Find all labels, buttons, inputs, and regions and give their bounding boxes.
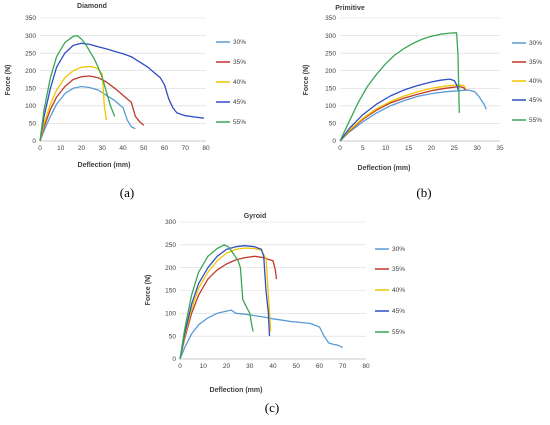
legend-label: 45% (233, 99, 246, 106)
series-line-55pct (339, 32, 460, 142)
x-tick-label: 40 (269, 363, 277, 370)
x-tick-label: 40 (119, 145, 127, 152)
series-line-35pct (339, 85, 467, 142)
panel-caption: (a) (120, 185, 134, 200)
series-line-30pct (39, 85, 136, 142)
y-tick-label: 300 (25, 33, 36, 40)
x-tick-label: 5 (361, 145, 365, 152)
y-tick-label: 100 (25, 103, 36, 110)
y-axis-label: Force (N) (145, 275, 152, 306)
y-tick-label: 150 (25, 85, 36, 92)
y-tick-label: 300 (165, 219, 176, 226)
chart-title: Gyroid (244, 213, 267, 220)
legend-label: 45% (392, 308, 405, 315)
legend-label: 35% (392, 266, 405, 273)
x-tick-label: 25 (451, 145, 459, 152)
x-axis-label: Deflection (mm) (210, 387, 263, 394)
x-tick-label: 80 (362, 363, 370, 370)
x-tick-label: 20 (78, 145, 86, 152)
x-tick-label: 30 (99, 145, 107, 152)
x-axis-label: Deflection (mm) (358, 165, 411, 172)
series-line-45pct (39, 42, 204, 142)
x-tick-label: 15 (405, 145, 413, 152)
y-tick-label: 100 (325, 103, 336, 110)
y-tick-label: 350 (325, 15, 336, 22)
y-tick-label: 300 (325, 33, 336, 40)
chart-title: Primitive (335, 5, 365, 12)
legend-label: 35% (529, 59, 542, 66)
x-tick-label: 70 (182, 145, 190, 152)
y-tick-label: 350 (25, 15, 36, 22)
x-tick-label: 10 (200, 363, 208, 370)
x-tick-label: 60 (316, 363, 324, 370)
chart-diamond: 0 50 100 150 200 250 300 350 0 10 20 30 40 50 60 70 80 Di… (5, 3, 246, 200)
y-tick-label: 0 (332, 138, 336, 145)
y-tick-label: 150 (165, 288, 176, 295)
chart-primitive: 0 50 100 150 200 250 300 350 0 5 10 15 20 25 30 35 Primi… (303, 5, 542, 200)
legend-label: 40% (233, 79, 246, 86)
y-tick-label: 50 (329, 121, 337, 128)
x-tick-label: 10 (57, 145, 65, 152)
series-line-45pct (339, 78, 460, 142)
y-axis-label: Force (N) (5, 65, 12, 96)
x-tick-label: 60 (161, 145, 169, 152)
x-tick-label: 35 (496, 145, 504, 152)
series-line-40pct (339, 84, 467, 142)
x-tick-label: 30 (474, 145, 482, 152)
y-tick-label: 200 (165, 265, 176, 272)
legend-label: 30% (233, 39, 246, 46)
y-tick-label: 150 (325, 85, 336, 92)
legend-label: 55% (233, 119, 246, 126)
series-line-35pct (179, 255, 278, 360)
series-line-30pct (339, 89, 487, 142)
x-tick-label: 70 (339, 363, 347, 370)
legend-label: 40% (529, 78, 542, 85)
legend-label: 45% (529, 97, 542, 104)
x-tick-label: 80 (202, 145, 210, 152)
y-tick-label: 0 (32, 138, 36, 145)
legend-label: 40% (392, 287, 405, 294)
y-axis-label: Force (N) (303, 65, 310, 96)
x-axis-label: Deflection (mm) (78, 162, 131, 169)
y-tick-label: 200 (25, 68, 36, 75)
series-line-30pct (179, 309, 344, 360)
legend-label: 55% (529, 117, 542, 124)
x-tick-label: 30 (246, 363, 254, 370)
panel-caption: (b) (416, 185, 431, 200)
y-tick-label: 100 (165, 311, 176, 318)
series-line-40pct (39, 65, 108, 142)
panel-caption: (c) (265, 400, 279, 415)
x-tick-label: 20 (223, 363, 231, 370)
chart-gyroid: 0 50 100 150 200 250 300 0 10 20 30 40 50 60 70 80 Gyroi… (145, 213, 405, 415)
legend-label: 55% (392, 329, 405, 336)
x-tick-label: 0 (178, 363, 182, 370)
legend-label: 30% (529, 40, 542, 47)
x-tick-label: 50 (140, 145, 148, 152)
legend-label: 35% (233, 59, 246, 66)
y-tick-label: 250 (325, 50, 336, 57)
y-tick-label: 50 (29, 121, 37, 128)
y-tick-label: 0 (172, 356, 176, 363)
y-tick-label: 50 (169, 333, 177, 340)
x-tick-label: 0 (38, 145, 42, 152)
x-tick-label: 10 (382, 145, 390, 152)
series-line-55pct (39, 34, 116, 142)
y-tick-label: 200 (325, 68, 336, 75)
x-tick-label: 20 (428, 145, 436, 152)
chart-title: Diamond (77, 3, 107, 10)
y-tick-label: 250 (165, 242, 176, 249)
x-tick-label: 50 (293, 363, 301, 370)
y-tick-label: 250 (25, 50, 36, 57)
x-tick-label: 0 (338, 145, 342, 152)
series-line-35pct (39, 75, 145, 142)
legend-label: 30% (392, 246, 405, 253)
series-line-55pct (179, 244, 254, 360)
series-line-45pct (179, 245, 271, 360)
